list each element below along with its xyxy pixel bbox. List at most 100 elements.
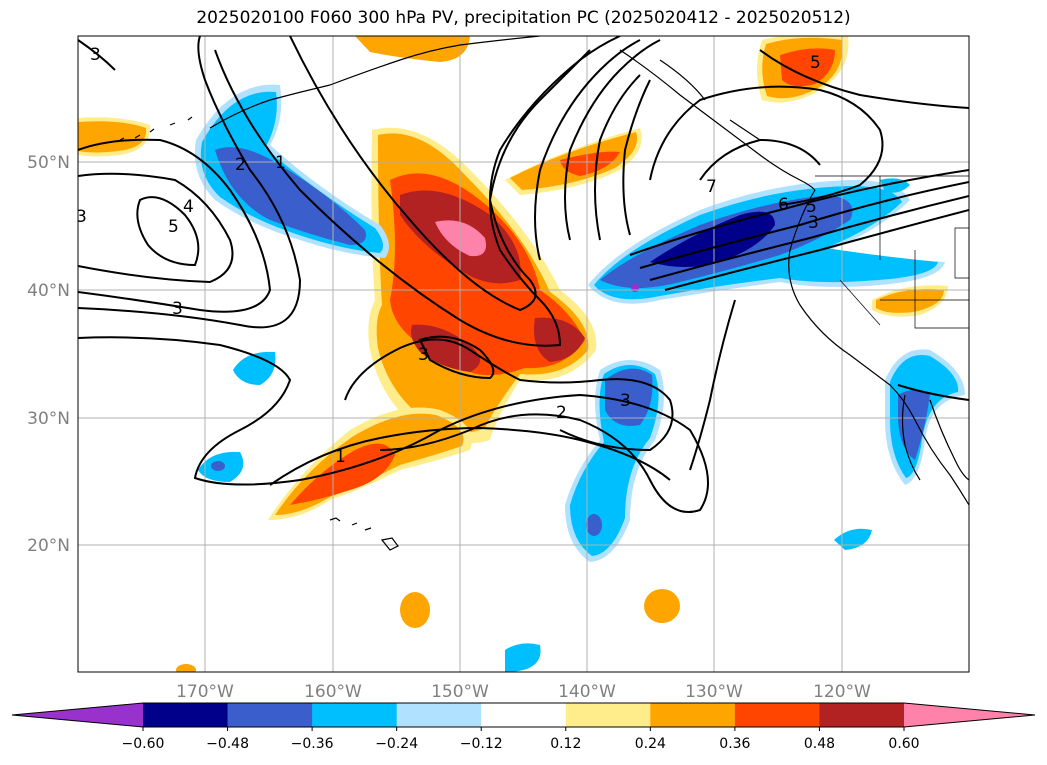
contour-label: 3	[172, 299, 183, 319]
colorbar-segment	[396, 703, 482, 727]
pv-contour	[78, 39, 116, 71]
pv-contour	[136, 196, 200, 267]
contour-label: 4	[183, 197, 194, 217]
anomaly-blob	[290, 443, 395, 505]
contour-label: 2	[235, 155, 246, 175]
pv-contour	[78, 336, 709, 513]
anomaly-blob	[898, 390, 930, 460]
lat-label: 30°N	[27, 409, 70, 429]
colorbar-tick-label: −0.60	[122, 736, 165, 752]
colorbar-tick-label: 0.36	[719, 736, 750, 752]
colorbar-max-extension	[904, 703, 1035, 727]
lon-label: 120°W	[813, 682, 871, 702]
pv-contour	[344, 338, 674, 452]
colorbar-tick-label: −0.36	[291, 736, 334, 752]
lat-label: 20°N	[27, 536, 70, 556]
anomaly-blob	[176, 664, 196, 672]
lon-label: 130°W	[685, 682, 743, 702]
contour-label: 2	[556, 403, 567, 423]
anomaly-blob	[586, 514, 602, 536]
negative-precip-anomalies	[194, 84, 965, 672]
colorbar-tick-label: 0.48	[804, 736, 835, 752]
pv-contour	[664, 209, 969, 291]
lat-label: 50°N	[27, 153, 70, 173]
pv-contour	[629, 169, 969, 256]
colorbar-segment	[481, 703, 567, 727]
longitude-labels: 170°W 160°W 150°W 140°W 130°W 120°W	[176, 682, 871, 702]
aleutians	[119, 116, 193, 141]
colorbar-segment	[143, 703, 229, 727]
gridlines	[78, 36, 969, 672]
colorbar-segment	[565, 703, 651, 727]
anomaly-blob	[211, 461, 225, 471]
lon-label: 140°W	[558, 682, 616, 702]
colorbar-segment	[650, 703, 736, 727]
colorbar-tick-label: 0.60	[888, 736, 919, 752]
plot-area: 3 2 1 4 5 3 7 6 5 3 3 2 3 1 5 3	[76, 36, 969, 672]
contour-label: 3	[90, 45, 101, 65]
lat-label: 40°N	[27, 281, 70, 301]
anomaly-blob	[631, 284, 639, 292]
lon-label: 170°W	[176, 682, 234, 702]
pv-contour	[78, 138, 272, 313]
anomaly-blob	[215, 147, 366, 245]
pv-contour	[78, 172, 234, 284]
anomaly-blob	[400, 592, 430, 628]
map-title: 2025020100 F060 300 hPa PV, precipitatio…	[196, 8, 851, 28]
contour-label: 3	[620, 391, 631, 411]
baja-coast	[901, 394, 921, 481]
pv-contour-labels: 3 2 1 4 5 3 7 6 5 3 3 2 3 1 5 3	[76, 45, 821, 467]
anomaly-blob	[644, 589, 680, 623]
latitude-labels: 50°N 40°N 30°N 20°N	[27, 153, 70, 556]
political-borders	[815, 175, 969, 329]
colorbar-tick-label: −0.48	[206, 736, 249, 752]
pv-contour	[897, 384, 969, 401]
contour-label: 5	[810, 53, 821, 73]
pv-contour	[622, 79, 651, 236]
contour-label: 3	[76, 207, 87, 227]
pv-contour	[689, 299, 736, 471]
pv-contour	[759, 49, 969, 109]
pv-contour	[594, 74, 641, 241]
anomaly-blob	[411, 324, 480, 372]
pv-contour	[269, 426, 671, 486]
hawaii	[329, 517, 399, 551]
alaska-panhandle	[619, 49, 816, 191]
canada-coast	[659, 59, 761, 141]
pv-contour	[699, 138, 821, 181]
contour-label: 1	[335, 447, 346, 467]
colorbar-tick-label: 0.24	[635, 736, 666, 752]
pv-contour	[418, 335, 495, 380]
gulf-coast	[929, 399, 969, 481]
pv-contour	[78, 36, 302, 329]
contour-label: 3	[808, 213, 819, 233]
contour-label: 1	[275, 153, 286, 173]
pv-contour	[564, 39, 661, 241]
anomaly-blob	[650, 211, 775, 267]
contour-label: 6	[778, 195, 789, 215]
colorbar: −0.60 −0.48 −0.36 −0.24 −0.12 0.12 0.24 0.36 0.4…	[11, 702, 1036, 752]
pv-contours	[78, 36, 969, 513]
colorbar-min-extension	[12, 703, 143, 727]
colorbar-segment	[227, 703, 313, 727]
colorbar-segment	[819, 703, 905, 727]
anomaly-blob	[505, 643, 541, 672]
lon-label: 150°W	[431, 682, 489, 702]
contour-label: 7	[706, 177, 717, 197]
pv-contour	[214, 36, 621, 347]
contour-label: 5	[806, 197, 817, 217]
anomaly-blob	[560, 151, 620, 176]
plot-frame	[77, 35, 970, 673]
pv-contour	[534, 39, 641, 261]
colorbar-segment	[734, 703, 820, 727]
colorbar-tick-label: −0.12	[460, 736, 503, 752]
anomaly-blob	[876, 289, 944, 313]
pv-contour	[289, 36, 591, 312]
state-border	[839, 279, 969, 326]
pv-contour	[649, 195, 969, 281]
alaska-coast	[209, 36, 541, 129]
colorbar-tick-label: 0.12	[550, 736, 581, 752]
contour-label: 5	[168, 217, 179, 237]
pv-contour	[639, 181, 969, 269]
